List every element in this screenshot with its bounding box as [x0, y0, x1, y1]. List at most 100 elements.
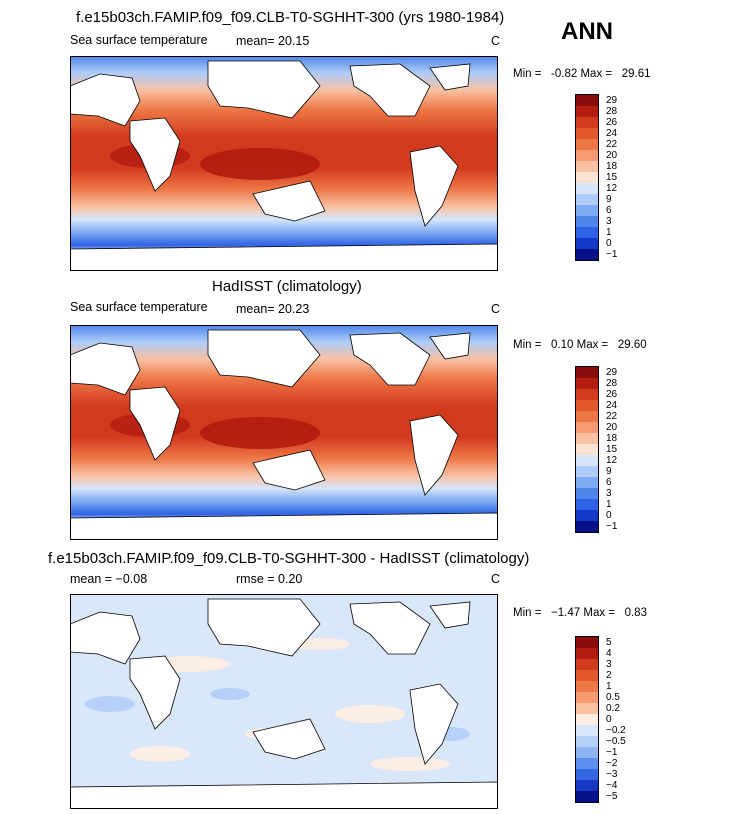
colorbar-level-label: −1: [606, 521, 618, 532]
colorbar-swatch: [576, 422, 598, 433]
colorbar-level-label: 22: [606, 411, 618, 422]
colorbar-level-label: 22: [606, 139, 618, 150]
panel3-min-label: Min =: [513, 607, 542, 619]
colorbar-level-label: 6: [606, 205, 612, 216]
panel2-field-label: Sea surface temperature: [70, 300, 208, 314]
panel3-map: [70, 594, 498, 809]
colorbar-swatch: [576, 400, 598, 411]
colorbar-swatch: [576, 117, 598, 128]
colorbar-swatch: [576, 670, 598, 681]
colorbar-level-label: 28: [606, 106, 618, 117]
colorbar-level-label: −4: [606, 780, 618, 791]
colorbar-swatch: [576, 499, 598, 510]
colorbar-swatch: [576, 183, 598, 194]
colorbar-swatch: [576, 411, 598, 422]
colorbar-level-label: 4: [606, 648, 612, 659]
colorbar-swatch: [576, 780, 598, 791]
colorbar-level-label: 0: [606, 238, 612, 249]
panel3-max-value: 0.83: [624, 607, 647, 619]
colorbar-swatch: [576, 139, 598, 150]
panel2-title: HadISST (climatology): [212, 278, 362, 295]
colorbar-level-label: 12: [606, 183, 618, 194]
colorbar-level-label: 18: [606, 161, 618, 172]
colorbar-level-label: 24: [606, 128, 618, 139]
colorbar-swatch: [576, 510, 598, 521]
panel3-title: f.e15b03ch.FAMIP.f09_f09.CLB-T0-SGHHT-30…: [48, 550, 530, 567]
colorbar-level-label: 2: [606, 670, 612, 681]
colorbar-swatch: [576, 769, 598, 780]
colorbar-swatch: [576, 455, 598, 466]
colorbar-swatch: [576, 714, 598, 725]
colorbar-swatch: [576, 703, 598, 714]
colorbar-level-label: 9: [606, 194, 612, 205]
colorbar-level-label: −2: [606, 758, 618, 769]
colorbar-level-label: 12: [606, 455, 618, 466]
colorbar-swatch: [576, 227, 598, 238]
colorbar-level-label: 26: [606, 117, 618, 128]
colorbar-level-label: 24: [606, 400, 618, 411]
panel2-mean: mean= 20.23: [236, 302, 310, 316]
colorbar-swatch: [576, 216, 598, 227]
colorbar-swatch: [576, 367, 598, 378]
colorbar-level-label: 6: [606, 477, 612, 488]
colorbar-swatch: [576, 466, 598, 477]
colorbar-swatch: [576, 172, 598, 183]
panel3-colorbar-strip: [575, 636, 599, 803]
colorbar-level-label: −0.5: [606, 736, 626, 747]
colorbar-level-label: 5: [606, 637, 612, 648]
panel1-max-label: Max =: [580, 68, 613, 80]
colorbar-swatch: [576, 659, 598, 670]
colorbar-level-label: 15: [606, 172, 618, 183]
colorbar-swatch: [576, 725, 598, 736]
panel1-map: [70, 56, 498, 271]
colorbar-swatch: [576, 648, 598, 659]
colorbar-level-label: 3: [606, 216, 612, 227]
panel2-max-value: 29.60: [617, 339, 647, 351]
colorbar-swatch: [576, 150, 598, 161]
colorbar-level-label: 20: [606, 422, 618, 433]
colorbar-swatch: [576, 249, 598, 260]
panel1-field-label: Sea surface temperature: [70, 33, 208, 47]
panel1-min-value: -0.82: [551, 68, 578, 80]
colorbar-level-label: −1: [606, 249, 618, 260]
colorbar-level-label: 29: [606, 367, 618, 378]
colorbar-swatch: [576, 95, 598, 106]
colorbar-level-label: 0: [606, 510, 612, 521]
colorbar-level-label: 1: [606, 227, 612, 238]
panel2-min-label: Min =: [513, 339, 542, 351]
colorbar-swatch: [576, 238, 598, 249]
panel2-units: C: [491, 302, 501, 316]
panel3-rmse: rmse = 0.20: [236, 572, 303, 586]
colorbar-level-label: 9: [606, 466, 612, 477]
colorbar-swatch: [576, 681, 598, 692]
colorbar-swatch: [576, 106, 598, 117]
panel2-map: [70, 325, 498, 540]
colorbar-swatch: [576, 389, 598, 400]
panel1-mean: mean= 20.15: [236, 34, 310, 48]
colorbar-swatch: [576, 758, 598, 769]
colorbar-swatch: [576, 637, 598, 648]
colorbar-swatch: [576, 521, 598, 532]
colorbar-swatch: [576, 128, 598, 139]
colorbar-level-label: 3: [606, 659, 612, 670]
colorbar-level-label: 18: [606, 433, 618, 444]
season-label: ANN: [561, 18, 613, 45]
panel2-colorbar-strip: [575, 366, 599, 533]
colorbar-level-label: 1: [606, 499, 612, 510]
colorbar-level-label: 0.5: [606, 692, 620, 703]
colorbar-level-label: −0.2: [606, 725, 626, 736]
panel3-max-label: Max =: [583, 607, 615, 619]
panel3-min-value: −1.47: [551, 607, 581, 619]
colorbar-level-label: 29: [606, 95, 618, 106]
panel2-max-label: Max =: [576, 339, 609, 351]
colorbar-swatch: [576, 736, 598, 747]
colorbar-level-label: 28: [606, 378, 618, 389]
panel1-units: C: [491, 34, 501, 48]
panel1-title: f.e15b03ch.FAMIP.f09_f09.CLB-T0-SGHHT-30…: [76, 9, 505, 26]
colorbar-level-label: 26: [606, 389, 618, 400]
colorbar-swatch: [576, 194, 598, 205]
panel2-minmax: Min = 0.10 Max = 29.60: [513, 339, 647, 351]
panel1-minmax: Min = -0.82 Max = 29.61: [513, 68, 650, 80]
colorbar-level-label: 15: [606, 444, 618, 455]
colorbar-swatch: [576, 747, 598, 758]
